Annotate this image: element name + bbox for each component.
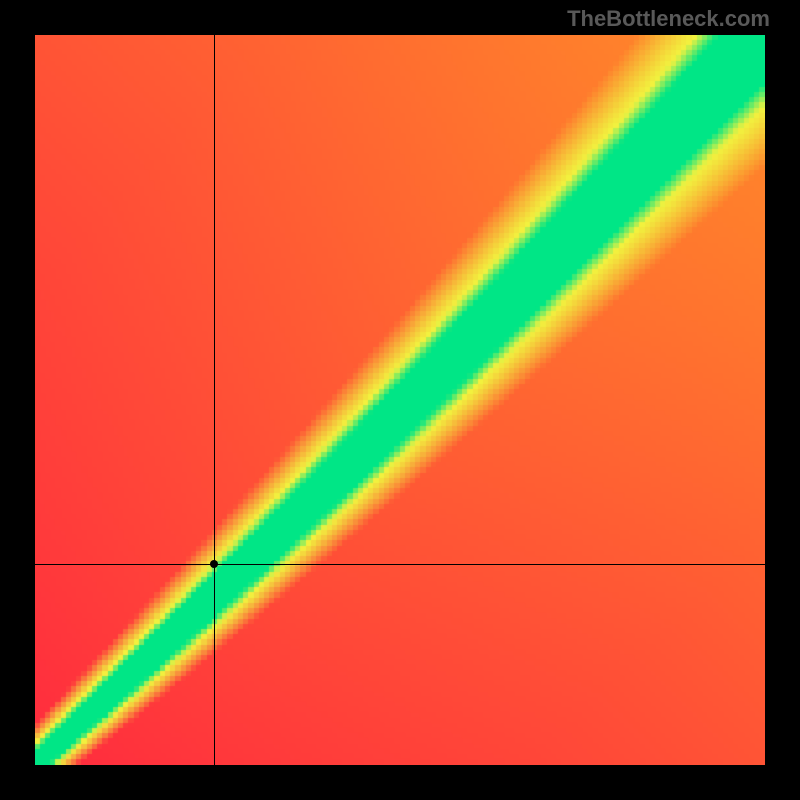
- marker-dot: [210, 560, 218, 568]
- crosshair-vertical: [214, 35, 215, 765]
- heatmap-canvas: [35, 35, 765, 765]
- crosshair-horizontal: [35, 564, 765, 565]
- heatmap-plot: [35, 35, 765, 765]
- watermark-text: TheBottleneck.com: [567, 6, 770, 32]
